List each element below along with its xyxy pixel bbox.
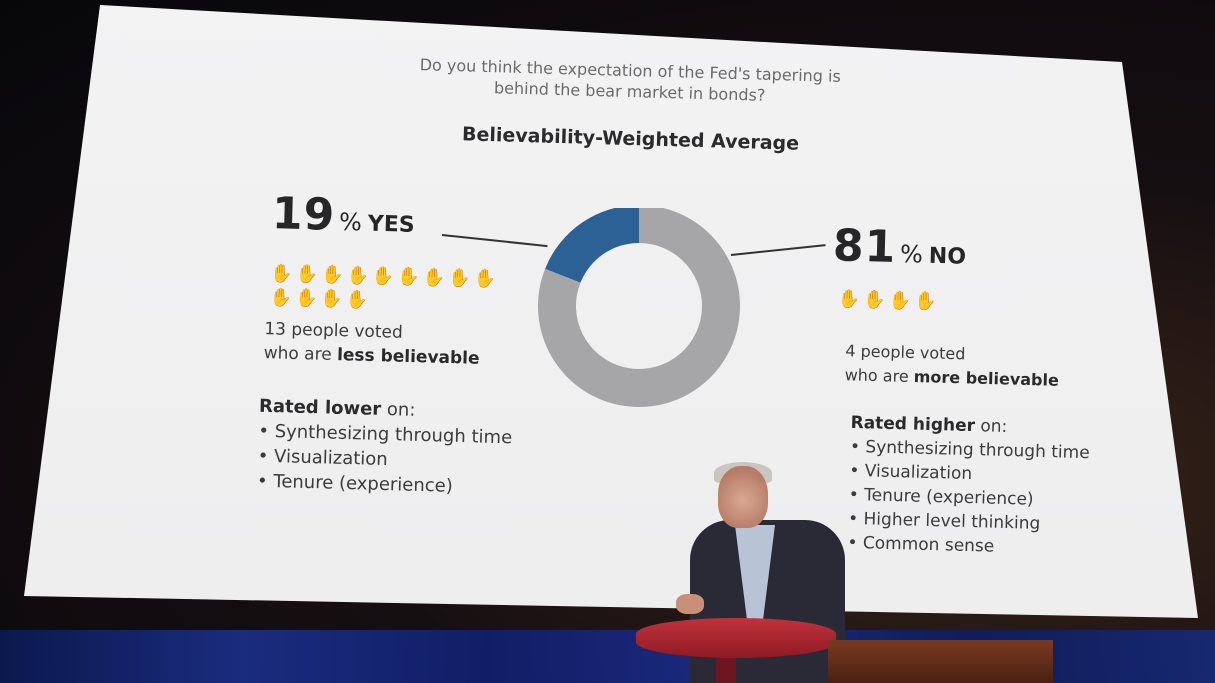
no-voted-bold: more believable [913, 367, 1060, 390]
stage-desk [828, 640, 1053, 683]
no-label: NO [928, 243, 967, 270]
hand-icon: ✋ [320, 288, 344, 310]
no-rated-block: Rated higher on: Synthesizing through ti… [847, 411, 1090, 561]
yes-rated-block: Rated lower on: Synthesizing through tim… [257, 394, 513, 501]
yes-percent-symbol: % [338, 207, 363, 237]
hand-icon: ✋ [345, 288, 369, 311]
hand-icon: ✋ [397, 266, 421, 288]
no-hand-icons: ✋ ✋ ✋ ✋ [838, 289, 940, 313]
no-rated-suffix: on: [974, 416, 1008, 437]
yes-voted-prefix: who are [263, 343, 338, 366]
yes-rated-suffix: on: [380, 398, 416, 421]
donut-slice-no [538, 208, 740, 407]
hand-icon: ✋ [422, 266, 446, 289]
yes-percent-heading: 19% YES [271, 188, 415, 243]
red-podium [636, 618, 836, 658]
yes-rated-bold: Rated lower [258, 395, 382, 420]
speaker-head [718, 466, 768, 528]
no-voted-prefix: who are [844, 365, 915, 386]
hand-icon: ✋ [888, 290, 912, 312]
hand-icon: ✋ [913, 290, 937, 313]
donut-slice-yes [545, 208, 639, 283]
hand-icon: ✋ [863, 289, 887, 311]
no-percent-heading: 81% NO [832, 220, 966, 274]
hand-icon: ✋ [447, 267, 471, 290]
hand-icon: ✋ [295, 263, 319, 286]
yes-voted-text: 13 people voted who are less believable [263, 317, 480, 371]
hand-icon: ✋ [294, 287, 318, 310]
yes-voted-bold: less believable [336, 345, 480, 369]
no-percent-symbol: % [899, 240, 924, 269]
hand-icon: ✋ [270, 262, 294, 285]
no-percent-number: 81 [832, 220, 897, 273]
speaker-hand [676, 594, 704, 614]
hand-icon: ✋ [269, 286, 293, 309]
hand-icon: ✋ [346, 264, 370, 287]
no-rated-bold: Rated higher [850, 412, 976, 437]
no-voted-text: 4 people voted who are more believable [844, 339, 1059, 393]
yes-hand-icons: ✋ ✋ ✋ ✋ ✋ ✋ ✋ ✋ ✋✋ ✋ ✋ ✋ [269, 262, 500, 316]
hand-icon: ✋ [320, 264, 344, 286]
donut-chart [538, 208, 740, 407]
yes-label: YES [367, 211, 415, 238]
yes-percent-number: 19 [271, 188, 336, 241]
hand-icon: ✋ [837, 288, 861, 311]
hand-icon: ✋ [371, 265, 395, 288]
hand-icon: ✋ [473, 268, 497, 290]
